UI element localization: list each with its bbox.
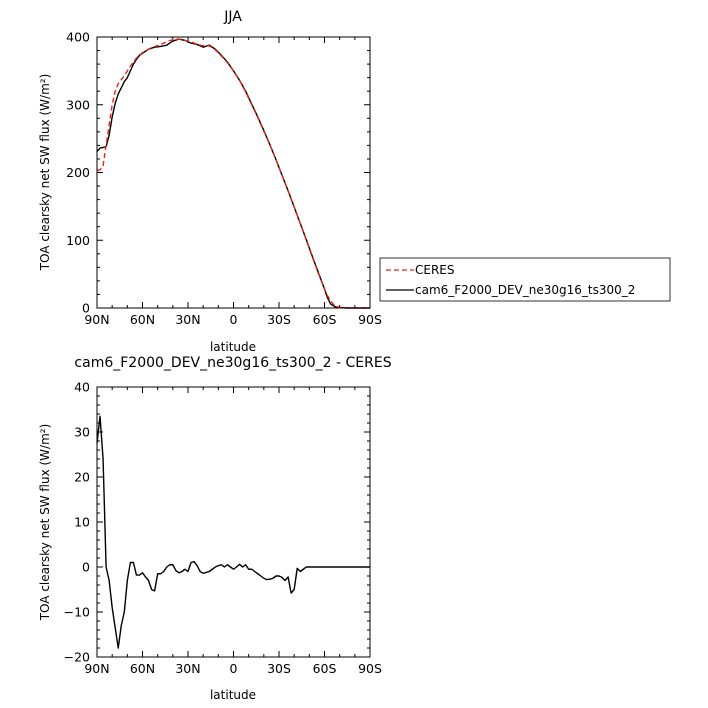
x-tick-label: 60S — [313, 661, 337, 676]
y-tick-label: 30 — [74, 425, 90, 440]
x-tick-label: 90S — [358, 312, 382, 327]
y-tick-label: 0 — [82, 301, 90, 316]
x-tick-label: 30S — [267, 661, 291, 676]
y-tick-label: 400 — [66, 30, 90, 45]
x-tick-label: 30N — [175, 661, 200, 676]
top-y-axis-label: TOA clearsky net SW flux (W/m²) — [38, 74, 52, 272]
series-line-difference — [96, 415, 370, 649]
y-tick-label: 0 — [82, 560, 90, 575]
y-tick-label: −10 — [64, 605, 90, 620]
y-tick-label: 300 — [66, 97, 90, 112]
bottom-panel: cam6_F2000_DEV_ne30g16_ts300_2 - CERES 9… — [38, 355, 392, 702]
legend-label-ceres: CERES — [415, 263, 455, 277]
legend-box — [379, 257, 671, 302]
x-tick-label: 90S — [358, 661, 382, 676]
x-tick-label: 60N — [130, 661, 155, 676]
y-tick-label: 10 — [74, 515, 90, 530]
x-tick-label: 30N — [175, 312, 200, 327]
x-tick-label: 60N — [130, 312, 155, 327]
bottom-chart-title: cam6_F2000_DEV_ne30g16_ts300_2 - CERES — [74, 355, 391, 371]
x-tick-label: 30S — [267, 312, 291, 327]
top-panel: JJA 90N 60N 30N 0 30S 60S 90S 0 100 200 300 400 lat… — [38, 9, 382, 354]
bottom-y-axis-label: TOA clearsky net SW flux (W/m²) — [38, 424, 52, 622]
y-tick-label: 100 — [66, 233, 90, 248]
x-tick-label: 90N — [84, 661, 109, 676]
bottom-plot-area: 90N 60N 30N 0 30S 60S 90S −20 −10 0 10 20 30 40 — [64, 380, 382, 677]
top-plot-frame — [96, 36, 371, 309]
x-tick-label: 0 — [230, 312, 238, 327]
legend-label-model: cam6_F2000_DEV_ne30g16_ts300_2 — [415, 283, 635, 297]
series-line-ceres — [96, 38, 370, 309]
top-x-axis-label: latitude — [210, 340, 256, 354]
x-tick-label: 90N — [84, 312, 109, 327]
bottom-x-axis-label: latitude — [210, 688, 256, 702]
legend: CERES cam6_F2000_DEV_ne30g16_ts300_2 — [379, 257, 671, 302]
x-tick-label: 60S — [313, 312, 337, 327]
bottom-plot-frame — [96, 386, 371, 658]
y-tick-label: 40 — [74, 380, 90, 395]
y-tick-label: 20 — [74, 470, 90, 485]
y-tick-label: 200 — [66, 165, 90, 180]
top-plot-area: 90N 60N 30N 0 30S 60S 90S 0 100 200 300 400 — [66, 30, 382, 328]
x-tick-label: 0 — [230, 661, 238, 676]
top-chart-title: JJA — [223, 9, 242, 25]
series-line-model — [96, 38, 370, 309]
y-tick-label: −20 — [64, 650, 90, 665]
